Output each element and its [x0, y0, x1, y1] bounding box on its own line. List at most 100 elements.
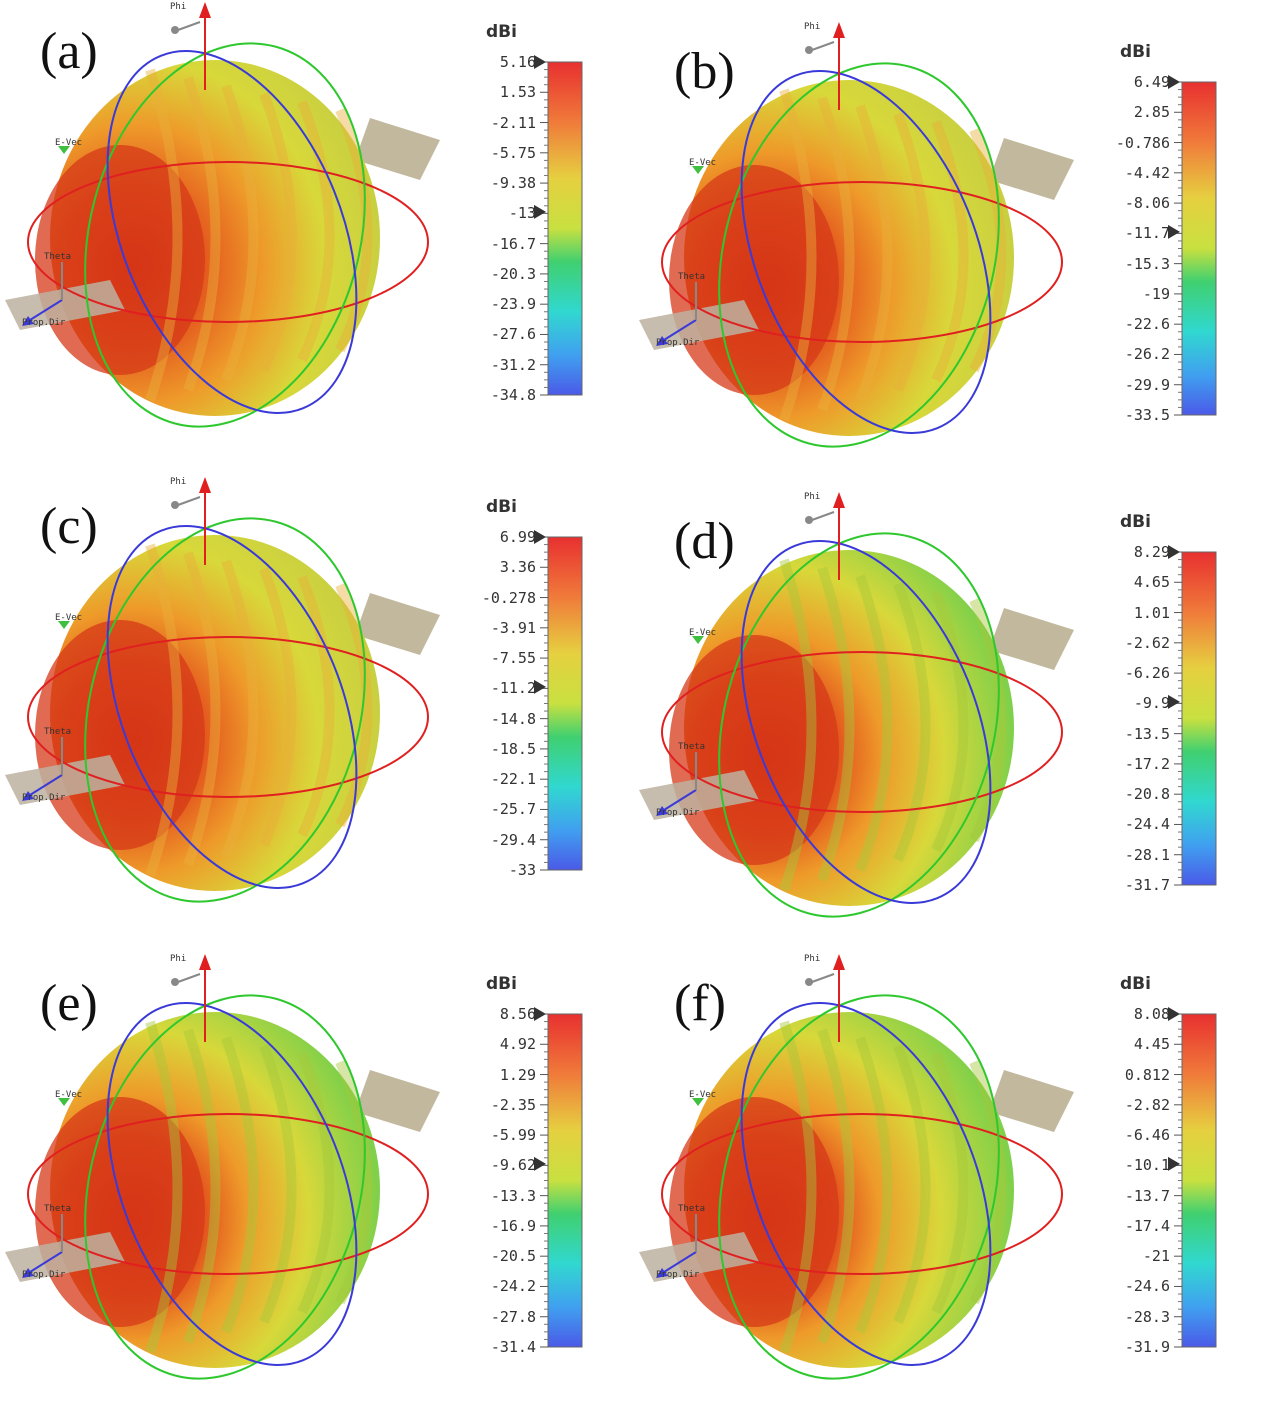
pattern-panel: 8.29 4.65 1.01 -2.62 -6.26 -9.9 -13.5 -17.2 -20.…	[634, 490, 1268, 946]
colorbar	[1181, 1013, 1217, 1348]
colorbar-unit: dBi	[486, 497, 517, 517]
axis-label: E-Vec	[55, 138, 83, 148]
prop-dir-line	[29, 1251, 63, 1273]
colorbar-tick-label: -27.6	[490, 325, 536, 344]
e-vec-arrow-icon	[58, 1098, 70, 1106]
colorbar-tick-label: -31.2	[490, 355, 536, 374]
pattern-panel: 6.99 3.36 -0.278 -3.91 -7.55 -11.2 -14.8 -18.5 -…	[0, 475, 634, 931]
colorbar-tick-label: -13	[508, 204, 536, 223]
colorbar-tick-label: 8.56	[499, 1005, 536, 1023]
max-marker-icon	[1168, 75, 1180, 89]
ring-red	[661, 181, 1063, 343]
prop-dir-arrow-icon	[656, 336, 668, 346]
prop-dir-line	[663, 789, 697, 811]
axis-label: Theta	[44, 727, 72, 737]
substrate-plate-right	[355, 593, 440, 655]
prop-dir-arrow-icon	[22, 1268, 34, 1278]
colorbar-tick-label: 5.16	[499, 53, 536, 71]
e-vec-arrow-icon	[692, 1098, 704, 1106]
colorbar-tick-label: -27.8	[490, 1307, 536, 1326]
pattern-panel: 8.08 4.45 0.812 -2.82 -6.46 -10.1 -13.7 -17.4 -2…	[634, 952, 1268, 1408]
axis-label: Prop.Dir	[22, 1270, 66, 1280]
colorbar-unit: dBi	[1120, 974, 1151, 994]
colorbar-tick-label: -16.7	[490, 234, 536, 253]
colorbar-unit: dBi	[1120, 512, 1151, 532]
colorbar-tick-label: -5.99	[490, 1126, 536, 1145]
prop-dir-arrow-icon	[22, 316, 34, 326]
colorbar-tick-label: 4.45	[1133, 1035, 1170, 1054]
colorbar-tick-label: -31.4	[490, 1338, 536, 1356]
colorbar-unit: dBi	[486, 22, 517, 42]
colorbar-tick-label: -10.1	[1124, 1156, 1170, 1175]
colorbar-tick-label: -22.6	[1124, 315, 1170, 334]
colorbar-tick-label: -11.2	[490, 679, 536, 698]
axis-label: Theta	[678, 742, 706, 752]
colorbar-unit: dBi	[1120, 42, 1151, 62]
e-vec-arrow-icon	[692, 166, 704, 174]
prop-dir-line	[663, 319, 697, 341]
axis-label: Theta	[678, 272, 706, 282]
substrate-plate-right	[989, 138, 1074, 200]
ring-red	[27, 161, 429, 323]
colorbar	[547, 536, 583, 871]
colorbar-tick-label: -21	[1142, 1247, 1170, 1266]
prop-dir-arrow-icon	[656, 806, 668, 816]
ring-blue	[106, 50, 358, 414]
axis-label: Phi	[804, 954, 821, 964]
colorbar-tick-label: -28.1	[1124, 845, 1170, 864]
colorbar-tick-label: 1.53	[499, 83, 536, 102]
pattern-panel: 8.56 4.92 1.29 -2.35 -5.99 -9.62 -13.3 -16.9 -20…	[0, 952, 634, 1408]
ring-blue	[740, 540, 992, 904]
colorbar-tick-label: 4.92	[499, 1035, 536, 1054]
axis-label: E-Vec	[55, 1090, 83, 1100]
colorbar-tick-label: 3.36	[499, 558, 536, 577]
axis-label: E-Vec	[689, 1090, 717, 1100]
axis-label: Prop.Dir	[656, 808, 700, 818]
colorbar-tick-label: 0.812	[1124, 1065, 1170, 1084]
colorbar-tick-label: -8.06	[1124, 194, 1170, 213]
colorbar-tick-label: -3.91	[490, 618, 536, 637]
colorbar-tick-label: -20.3	[490, 264, 536, 283]
ring-red	[661, 1113, 1063, 1275]
threshold-marker-icon	[1168, 1156, 1180, 1171]
colorbar-tick-label: -24.4	[1124, 815, 1170, 834]
threshold-marker-icon	[1168, 694, 1180, 709]
colorbar-tick-label: -0.278	[481, 588, 536, 607]
colorbar-tick-label: -18.5	[490, 739, 536, 758]
colorbar-tick-label: -2.35	[490, 1095, 536, 1114]
max-marker-icon	[534, 1007, 546, 1021]
panel-label: (d)	[674, 513, 735, 570]
axis-label: Prop.Dir	[22, 318, 66, 328]
radiation-pattern-3d	[35, 535, 380, 891]
phi-arrow-icon	[199, 477, 211, 493]
substrate-plate-right	[989, 608, 1074, 670]
axis-label: Theta	[678, 1204, 706, 1214]
threshold-marker-icon	[534, 1156, 546, 1171]
colorbar-tick-label: -19	[1142, 284, 1170, 303]
prop-dir-line	[29, 774, 63, 796]
max-marker-icon	[534, 530, 546, 544]
colorbar-tick-label: 6.49	[1133, 73, 1170, 91]
colorbar-tick-label: 8.08	[1133, 1005, 1170, 1023]
ring-blue	[106, 525, 358, 889]
axis-label: Phi	[804, 22, 821, 32]
colorbar-tick-label: -15.3	[1124, 254, 1170, 273]
colorbar-tick-label: -24.2	[490, 1277, 536, 1296]
colorbar-tick-label: -6.26	[1124, 664, 1170, 683]
prop-dir-arrow-icon	[22, 791, 34, 801]
colorbar-tick-label: -2.11	[490, 113, 536, 132]
colorbar-tick-label: -29.9	[1124, 375, 1170, 394]
colorbar-tick-label: 2.85	[1133, 103, 1170, 122]
colorbar-tick-label: -20.8	[1124, 785, 1170, 804]
colorbar-tick-label: -11.7	[1124, 224, 1170, 243]
colorbar-tick-label: -0.786	[1115, 133, 1170, 152]
colorbar-tick-label: -24.6	[1124, 1277, 1170, 1296]
colorbar	[547, 61, 583, 396]
colorbar-tick-label: -33	[508, 861, 536, 879]
phi-arrow-icon	[833, 492, 845, 508]
ring-blue	[740, 1002, 992, 1366]
colorbar-tick-label: -2.82	[1124, 1095, 1170, 1114]
colorbar-tick-label: -23.9	[490, 295, 536, 314]
axis-label: Phi	[804, 492, 821, 502]
prop-dir-line	[663, 1251, 697, 1273]
